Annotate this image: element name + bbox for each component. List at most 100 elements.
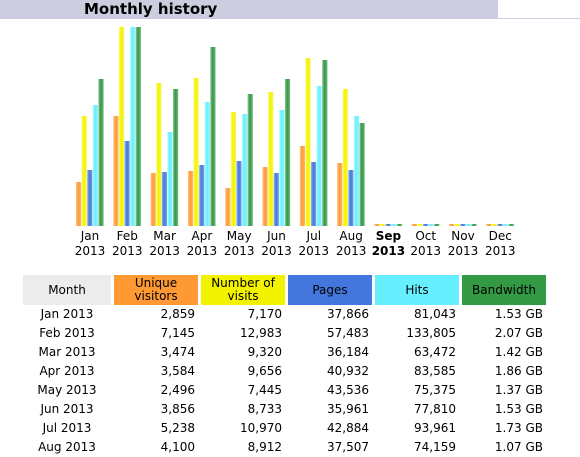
bar-number-of-visits-nov [454,224,460,226]
month-label: Jun [266,229,286,243]
cell-visits: 12,983 [240,326,282,340]
bar-pages-nov [460,224,466,226]
bar-unique-visitors-aug [337,163,343,226]
cell-visits: 9,320 [247,345,282,359]
bar-number-of-visits-oct [417,224,423,226]
year-label: 2013 [336,244,367,258]
bar-unique-visitors-nov [449,224,455,226]
cell-bandwidth: 1.07 GB [494,440,543,454]
bar-hits-dec [503,224,509,226]
cell-visits: 7,445 [247,383,282,397]
bar-bandwidth-feb [135,27,141,226]
cell-visits: 8,733 [247,402,282,416]
bar-bandwidth-aug [359,123,365,226]
bar-bandwidth-apr [210,47,216,226]
table-row: Jan 2013 2,859 7,170 37,866 81,043 1.53 GB [23,305,546,324]
table-row: Aug 2013 4,100 8,912 37,507 74,159 1.07 GB [23,438,546,457]
bar-number-of-visits-dec [491,224,498,226]
cell-hits: 74,159 [414,440,456,454]
year-label: 2013 [372,244,405,258]
bar-unique-visitors-oct [411,224,417,226]
bar-bandwidth-nov [471,224,477,226]
bar-number-of-visits-jan [81,116,87,226]
page-title: Monthly history [84,0,218,18]
table-row: Feb 2013 7,145 12,983 57,483 133,805 2.07 GB [23,324,546,343]
cell-bandwidth: 1.53 GB [494,402,543,416]
bar-hits-apr [204,102,210,226]
bar-unique-visitors-mar [150,173,156,226]
bar-pages-feb [124,141,130,226]
cell-pages: 43,536 [327,383,369,397]
year-label: 2013 [485,244,516,258]
bar-unique-visitors-jun [262,167,268,226]
table-header-row: Month Unique visitors Number of visits P… [23,275,546,305]
cell-visits: 10,970 [240,421,282,435]
year-label: 2013 [261,244,292,258]
title-bar: Monthly history [0,0,497,19]
header-bandwidth: Bandwidth [462,275,546,305]
bar-number-of-visits-apr [193,78,199,226]
bar-pages-oct [422,224,429,226]
cell-month: Jul 2013 [42,421,92,435]
bar-hits-mar [167,132,173,226]
header-hits: Hits [375,275,459,305]
bar-pages-mar [161,172,167,226]
cell-pages: 35,961 [327,402,369,416]
cell-hits: 93,961 [414,421,456,435]
bar-pages-apr [199,165,205,226]
cell-month: Aug 2013 [38,440,96,454]
bar-hits-feb [130,27,136,226]
year-label: 2013 [75,244,106,258]
bar-bandwidth-dec [508,224,514,226]
year-label: 2013 [448,244,479,258]
month-label: Aug [339,229,362,243]
header-unique-visitors: Unique visitors [114,275,198,305]
cell-pages: 37,507 [327,440,369,454]
bar-number-of-visits-jun [268,92,274,226]
month-label: Apr [192,229,213,243]
cell-pages: 36,184 [327,345,369,359]
bar-hits-oct [428,224,434,226]
header-pages: Pages [288,275,372,305]
table-row: May 2013 2,496 7,445 43,536 75,375 1.37 GB [23,381,546,400]
bar-pages-sep [385,224,391,226]
cell-pages: 42,884 [327,421,369,435]
year-label: 2013 [410,244,441,258]
cell-bandwidth: 2.07 GB [494,326,543,340]
cell-bandwidth: 1.73 GB [494,421,543,435]
month-label: Dec [489,229,512,243]
cell-month: Feb 2013 [39,326,95,340]
cell-unique: 3,584 [160,364,195,378]
cell-unique: 2,496 [160,383,195,397]
cell-month: Mar 2013 [38,345,96,359]
year-label: 2013 [112,244,143,258]
bar-pages-aug [348,170,354,226]
bar-hits-may [242,114,248,226]
bar-number-of-visits-feb [118,27,125,226]
cell-unique: 7,145 [160,326,195,340]
bar-hits-aug [353,116,360,226]
cell-unique: 3,474 [160,345,195,359]
bar-number-of-visits-aug [342,89,348,226]
year-label: 2013 [224,244,255,258]
bar-number-of-visits-jul [305,58,311,226]
month-label: Jul [306,229,321,243]
cell-unique: 5,238 [160,421,195,435]
month-label: Nov [451,229,474,243]
cell-hits: 63,472 [414,345,456,359]
bar-pages-dec [497,224,503,226]
monthly-stats-table: Month Unique visitors Number of visits P… [20,275,549,457]
monthly-history-chart: Jan2013Feb2013Mar2013Apr2013May2013Jun20… [75,27,516,258]
cell-pages: 57,483 [327,326,369,340]
bar-number-of-visits-may [230,112,236,226]
cell-hits: 83,585 [414,364,456,378]
cell-month: May 2013 [37,383,97,397]
month-label: Feb [117,229,138,243]
year-label: 2013 [299,244,330,258]
bar-number-of-visits-sep [380,224,386,226]
bar-unique-visitors-may [225,188,231,226]
cell-hits: 75,375 [414,383,456,397]
bar-unique-visitors-dec [486,224,492,226]
bar-pages-may [236,161,242,226]
bar-hits-jun [279,110,285,226]
